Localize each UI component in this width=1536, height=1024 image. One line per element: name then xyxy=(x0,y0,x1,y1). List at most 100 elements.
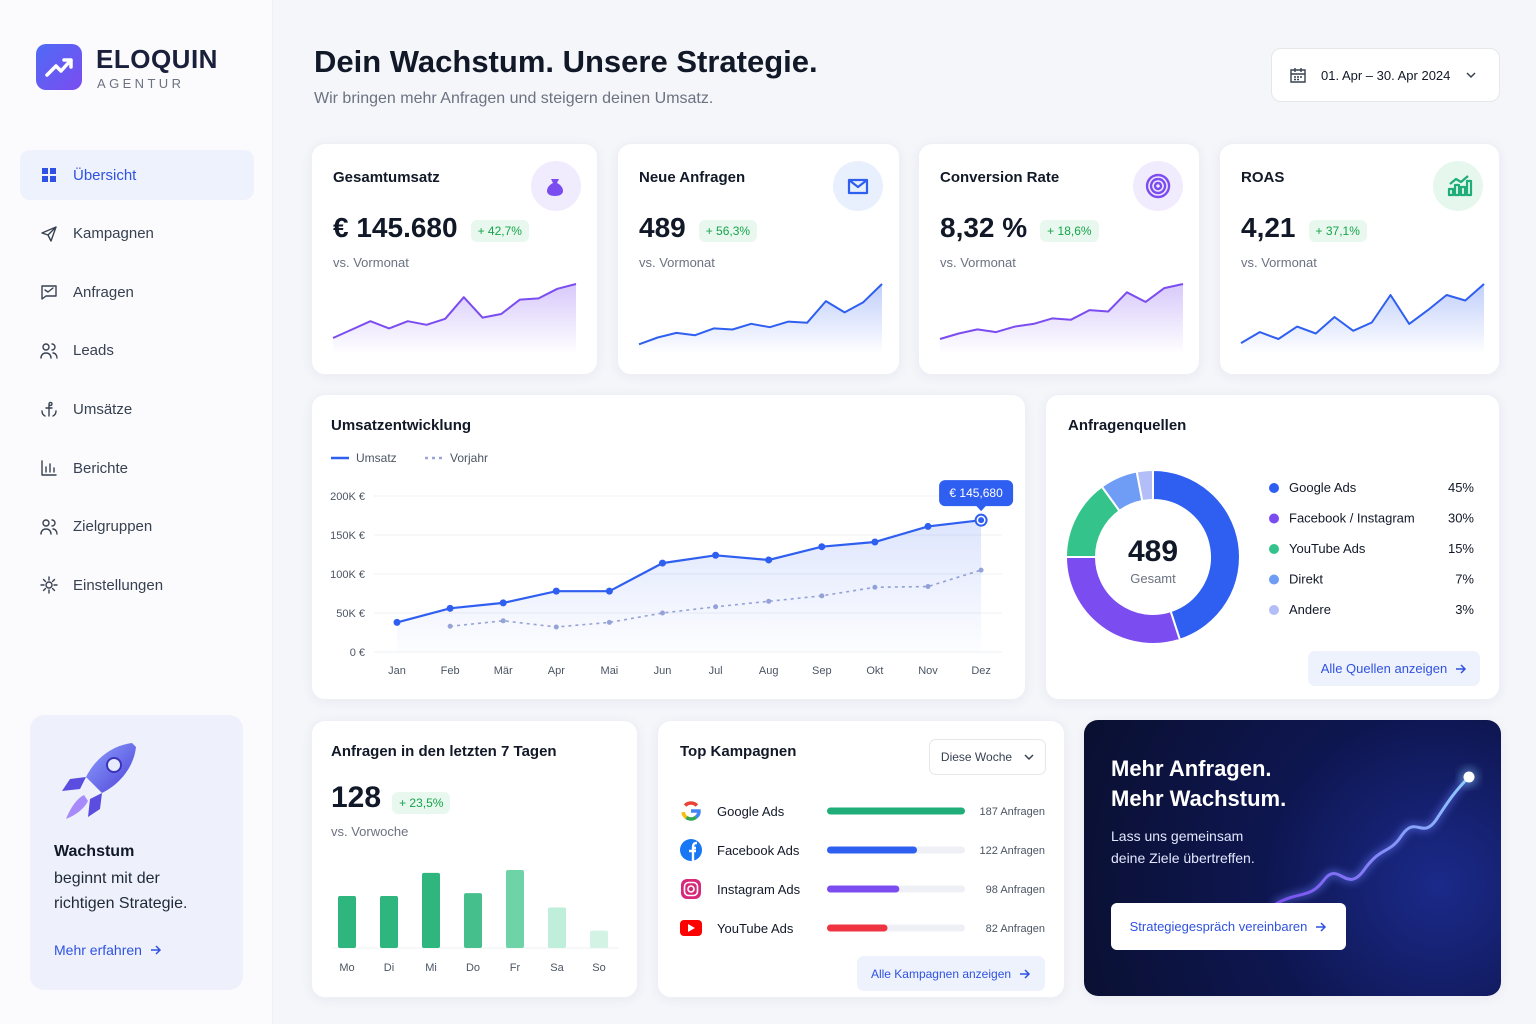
weekly-note: vs. Vorwoche xyxy=(331,824,409,839)
x-tick-label: Okt xyxy=(866,665,883,677)
kpi-glyph xyxy=(1145,173,1171,199)
legend-label: YouTube Ads xyxy=(1289,541,1366,556)
kpi-title: ROAS xyxy=(1241,169,1285,186)
nav-label: Einstellungen xyxy=(73,576,164,594)
x-tick-label: Sep xyxy=(812,665,832,677)
bar xyxy=(548,907,566,948)
x-tick-label: Mai xyxy=(601,665,619,677)
nav-icon-shape xyxy=(41,460,57,476)
sparkline-line xyxy=(939,283,1184,340)
logo[interactable] xyxy=(36,44,82,90)
x-tick-label: Jul xyxy=(709,665,723,677)
button-label: Strategiegespräch vereinbaren xyxy=(1129,919,1308,934)
campaign-name: YouTube Ads xyxy=(717,921,794,936)
legend-dot xyxy=(1269,483,1279,493)
nav-icon xyxy=(41,225,57,242)
youtube-logo-play xyxy=(688,924,695,932)
brand: ELOQUIN xyxy=(96,44,218,74)
kpi-value: € 145.680 xyxy=(333,212,458,243)
legend-value: 3% xyxy=(1455,602,1474,617)
y-tick-label: 200K € xyxy=(330,491,365,503)
x-tick-label: Mo xyxy=(339,962,354,974)
weekly-change: + 23,5% xyxy=(392,792,451,814)
logo-icon xyxy=(45,58,73,77)
nav-item[interactable]: Zielgruppen xyxy=(20,502,254,552)
nav-item[interactable]: Leads xyxy=(20,326,254,376)
nav-icon xyxy=(40,518,58,535)
arrow-icon xyxy=(1020,968,1031,979)
bar-value-label: 82 Anfragen xyxy=(986,923,1045,935)
data-point xyxy=(818,543,826,551)
filter-dropdown[interactable]: Diese Woche xyxy=(929,739,1046,775)
kpi-icon-svg xyxy=(847,178,869,195)
y-tick-label: 0 € xyxy=(350,647,365,659)
line-chart: Umsatz Vorjahr 0 € 50K € 100K € 150K € 200K € J… xyxy=(330,451,1014,677)
kpi-card: Neue Anfragen 489 + 56,3% vs. Vormonat xyxy=(617,143,900,375)
legend-label: Direkt xyxy=(1289,572,1323,587)
cta-curve xyxy=(1272,767,1479,909)
legend-value: 45% xyxy=(1448,480,1474,495)
kpi-note: vs. Vormonat xyxy=(639,255,715,270)
promo-link-text: Mehr erfahren xyxy=(54,942,142,958)
kpi-icon xyxy=(1133,161,1183,211)
campaigns-button[interactable]: Alle Kampagnen anzeigen xyxy=(857,956,1045,991)
bar-value-label: 187 Anfragen xyxy=(980,806,1045,818)
x-tick-label: Aug xyxy=(759,665,779,677)
curve-glow xyxy=(1272,774,1472,909)
campaign-name: Instagram Ads xyxy=(717,882,801,897)
bar-chart: Mo Di Mi Do Fr Sa So xyxy=(332,870,619,974)
nav-item[interactable]: Übersicht xyxy=(20,150,254,200)
x-tick-label: Nov xyxy=(918,665,938,677)
kpi-title: Neue Anfragen xyxy=(639,169,746,186)
nav-item[interactable]: Umsätze xyxy=(20,384,254,434)
google-logo xyxy=(685,815,698,821)
nav-item[interactable]: Berichte xyxy=(20,443,254,493)
callout-box xyxy=(939,480,1014,507)
kpi-change: + 42,7% xyxy=(470,220,529,242)
donut-center-label: Gesamt xyxy=(1130,571,1176,586)
bar xyxy=(464,893,482,948)
nav-label: Übersicht xyxy=(73,166,137,184)
cta-button[interactable]: Strategiegespräch vereinbaren xyxy=(1111,903,1346,950)
nav-icon xyxy=(40,343,58,359)
cta-text: deine Ziele übertreffen. xyxy=(1111,850,1255,866)
data-point xyxy=(605,587,613,595)
arrow xyxy=(1020,968,1031,979)
data-point xyxy=(446,604,454,612)
data-point xyxy=(765,556,773,564)
callout-label: € 145,680 xyxy=(949,486,1003,500)
bar xyxy=(827,885,900,893)
kpi-change: + 56,3% xyxy=(698,220,758,242)
nav-item[interactable]: Einstellungen xyxy=(20,560,254,610)
calendar-icon xyxy=(1290,68,1306,83)
nav-label: Zielgruppen xyxy=(73,518,153,536)
promo-link[interactable]: Mehr erfahren xyxy=(54,942,162,958)
kpi-icon-svg xyxy=(547,179,563,196)
campaigns-card: Top Kampagnen Diese Woche Google Ads 187 An… xyxy=(657,720,1065,998)
curve-end xyxy=(1463,771,1475,783)
sources-button[interactable]: Alle Quellen anzeigen xyxy=(1308,651,1480,686)
kpi-change: + 18,6% xyxy=(1040,220,1099,242)
nav-item[interactable]: Kampagnen xyxy=(20,209,254,259)
page-subtitle: Wir bringen mehr Anfragen und steigern d… xyxy=(314,90,714,107)
nav-label: Kampagnen xyxy=(73,225,154,243)
legend-label: Google Ads xyxy=(1289,480,1357,495)
kpi-icon-svg xyxy=(1447,175,1473,197)
x-tick-label: Mi xyxy=(425,962,437,974)
sparkline-area xyxy=(333,284,576,354)
kpi-card: ROAS 4,21 + 37,1% vs. Vormonat xyxy=(1219,143,1500,375)
campaign-name: Google Ads xyxy=(717,804,785,819)
promo-card: Wachstum beginnt mit der richtigen Strat… xyxy=(30,715,243,990)
logo-arrow xyxy=(45,58,73,77)
cta-title: Mehr Anfragen. xyxy=(1111,756,1272,781)
kpi-icon xyxy=(833,161,883,211)
rocket-window xyxy=(106,757,122,773)
nav-item[interactable]: Anfragen xyxy=(20,267,254,317)
bar xyxy=(827,807,965,815)
date-picker[interactable]: 01. Apr – 30. Apr 2024 xyxy=(1271,48,1500,102)
kpi-card: Gesamtumsatz € 145.680 + 42,7% vs. Vormonat xyxy=(311,143,598,375)
x-tick-label: Apr xyxy=(548,665,565,677)
card-title: Top Kampagnen xyxy=(680,743,797,760)
kpi-note: vs. Vormonat xyxy=(333,255,409,270)
nav-icon xyxy=(42,168,56,182)
